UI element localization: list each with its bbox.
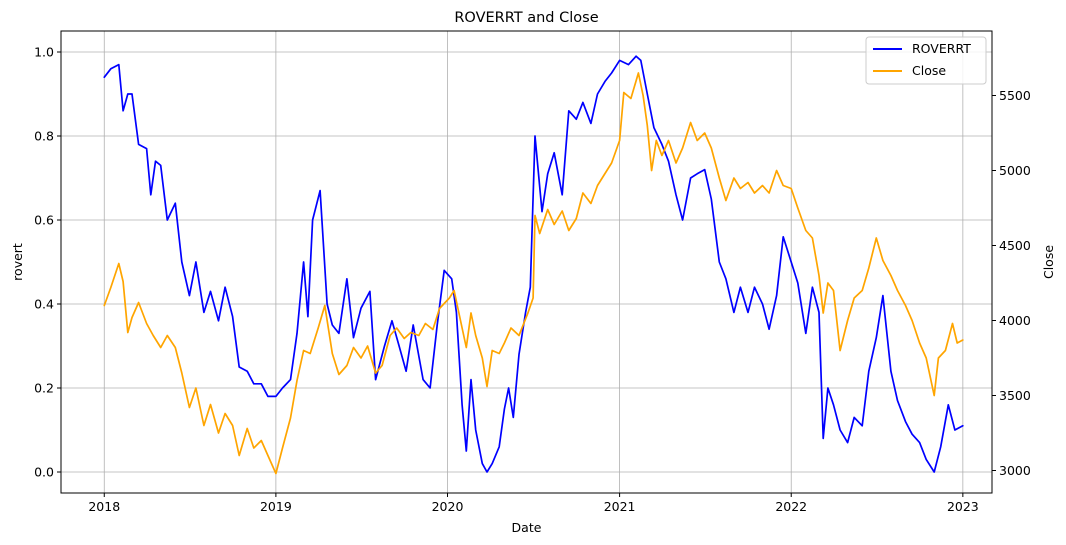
y-left-tick-label: 0.0 — [34, 465, 54, 480]
series-line-roverrt — [103, 55, 964, 473]
y-left-tick-label: 0.2 — [34, 381, 54, 396]
legend: ROVERRT Close — [865, 36, 987, 85]
y-left-tick-label: 0.4 — [34, 297, 54, 312]
legend-label-roverrt: ROVERRT — [912, 41, 971, 56]
y-left-tick-label: 0.6 — [34, 213, 54, 228]
x-tick-label: 2018 — [88, 499, 120, 514]
y-right-tick-label: 3000 — [999, 463, 1031, 478]
x-tick-label: 2021 — [604, 499, 636, 514]
series-line-close — [103, 72, 964, 475]
y-axis-right: 3000 3500 4000 4500 5000 5500 — [992, 88, 1031, 478]
y-axis-left-label: rovert — [10, 243, 25, 281]
y-right-tick-label: 5500 — [999, 88, 1031, 103]
y-left-tick-label: 0.8 — [34, 129, 54, 144]
x-tick-label: 2022 — [775, 499, 807, 514]
y-right-tick-label: 3500 — [999, 388, 1031, 403]
y-right-tick-label: 4000 — [999, 313, 1031, 328]
x-tick-label: 2019 — [260, 499, 292, 514]
x-axis-label: Date — [512, 520, 542, 535]
x-tick-label: 2020 — [432, 499, 464, 514]
x-tick-label: 2023 — [947, 499, 979, 514]
y-axis-right-label: Close — [1041, 245, 1056, 279]
x-axis: 2018 2019 2020 2021 2022 2023 — [88, 493, 979, 514]
legend-label-close: Close — [912, 63, 946, 78]
y-right-tick-label: 5000 — [999, 163, 1031, 178]
y-right-tick-label: 4500 — [999, 238, 1031, 253]
y-left-tick-label: 1.0 — [34, 45, 54, 60]
series-layer — [103, 55, 964, 475]
chart-title: ROVERRT and Close — [454, 10, 598, 26]
plot-frame — [60, 30, 993, 494]
y-axis-left: 0.0 0.2 0.4 0.6 0.8 1.0 — [34, 45, 61, 480]
